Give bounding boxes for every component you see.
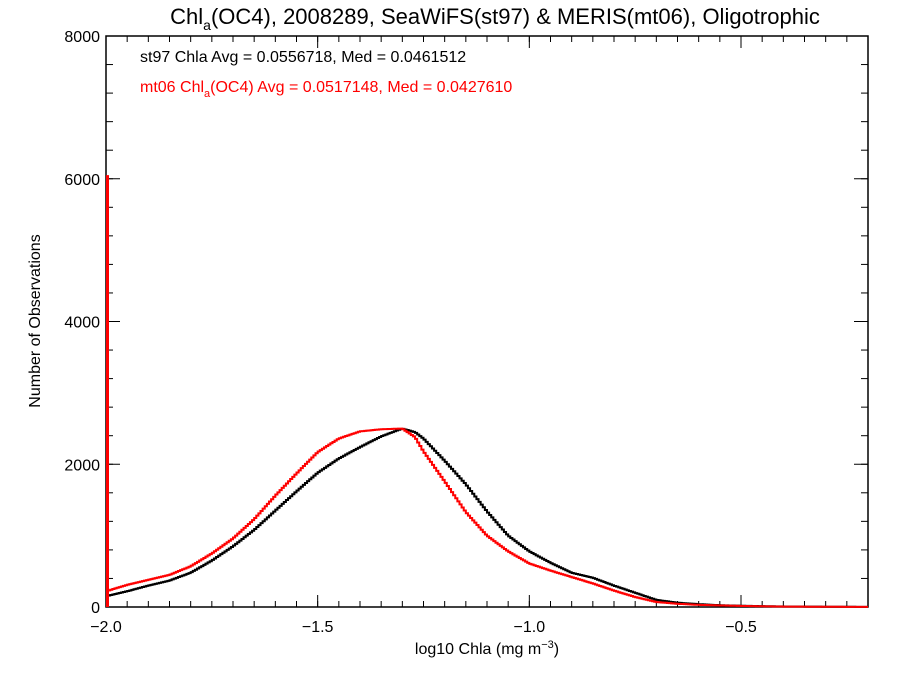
x-tick-label: −2.0 — [90, 619, 122, 636]
annotation-line-1: st97 Chla Avg = 0.0556718, Med = 0.04615… — [140, 49, 466, 66]
chart-title: Chla(OC4), 2008289, SeaWiFS(st97) & MERI… — [170, 4, 820, 33]
tick-labels: −2.0 −1.5 −1.0 −0.5 0 2000 4000 6000 8000 — [64, 29, 756, 636]
x-tick-label: −1.5 — [302, 619, 334, 636]
y-tick-label: 8000 — [64, 29, 100, 46]
axis-ticks — [105, 35, 869, 608]
annotation-line-2: mt06 Chla(OC4) Avg = 0.0517148, Med = 0.… — [140, 79, 512, 100]
series-mt06-line — [106, 427, 868, 608]
y-axis-label: Number of Observations — [27, 234, 44, 407]
x-axis-label: log10 Chla (mg m−3) — [415, 639, 559, 658]
y-tick-label: 6000 — [64, 172, 100, 189]
x-tick-label: −0.5 — [725, 619, 757, 636]
plot-frame — [105, 35, 869, 608]
y-tick-label: 0 — [91, 600, 100, 617]
x-tick-label: −1.0 — [514, 619, 546, 636]
y-tick-label: 4000 — [64, 315, 100, 332]
y-tick-label: 2000 — [64, 457, 100, 474]
series-layer — [106, 175, 868, 608]
annotations: st97 Chla Avg = 0.0556718, Med = 0.04615… — [140, 49, 512, 100]
series-st97-line — [106, 427, 868, 608]
